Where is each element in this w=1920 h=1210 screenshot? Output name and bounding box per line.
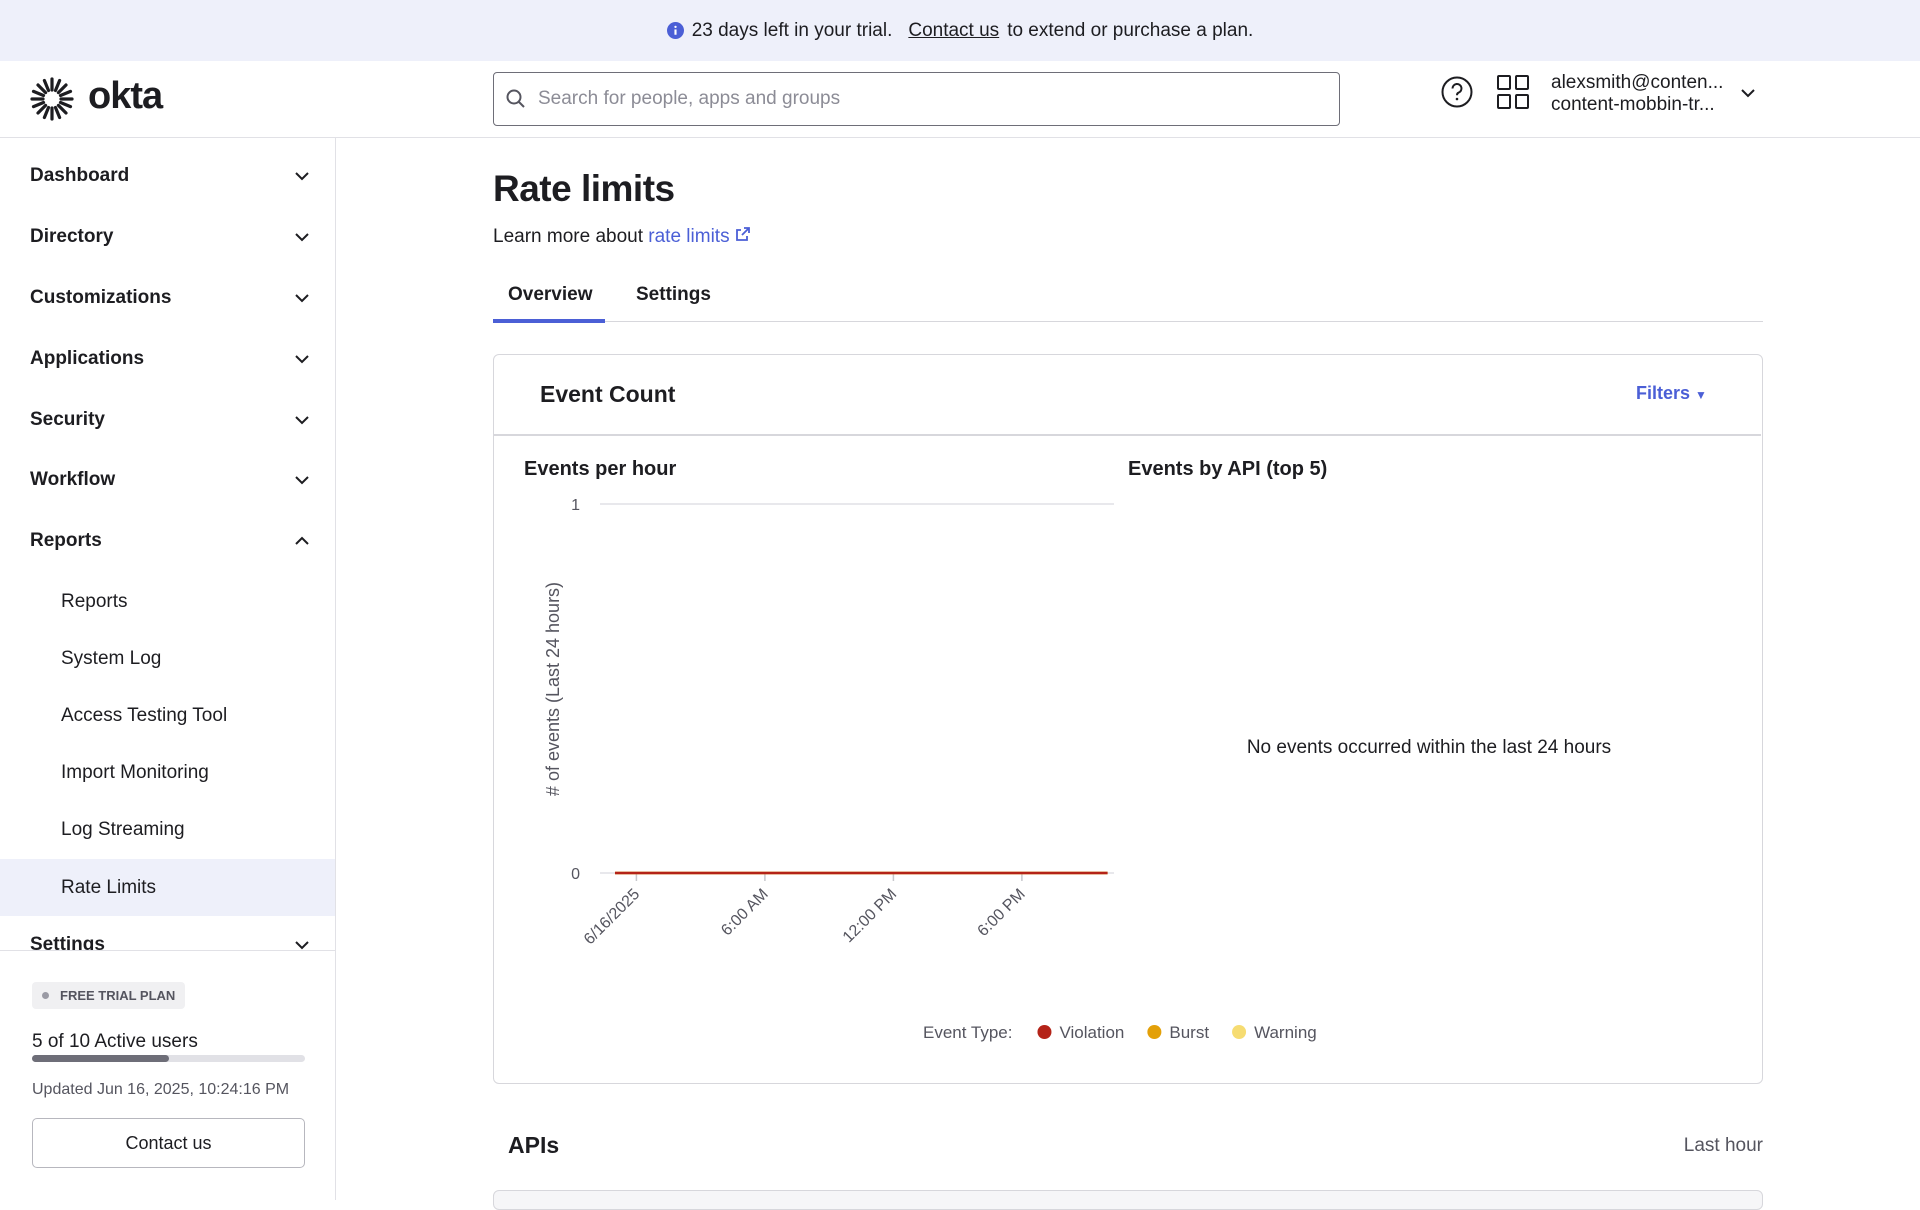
nav-section-label: Applications bbox=[30, 348, 145, 369]
nav-section-label: Reports bbox=[30, 530, 102, 551]
nav-item[interactable]: System Log bbox=[61, 647, 162, 669]
nav-section[interactable]: Customizations bbox=[30, 283, 310, 313]
y-axis-label: # of events (Last 24 hours) bbox=[543, 582, 563, 796]
tabs-divider bbox=[493, 321, 1763, 322]
chevron bbox=[295, 941, 309, 950]
nav-section[interactable]: Security bbox=[30, 405, 310, 435]
x-tick-label: 6/16/2025 bbox=[581, 886, 643, 948]
contact-button[interactable]: Contact us bbox=[32, 1118, 305, 1168]
search-icon bbox=[506, 89, 525, 108]
nav-section[interactable]: Applications bbox=[30, 344, 310, 374]
sidebar: Dashboard Directory Customizations Applicat… bbox=[0, 138, 336, 1200]
card-title: Event Count bbox=[540, 381, 676, 407]
nav-section[interactable]: Workflow bbox=[30, 465, 310, 495]
logo-text: okta bbox=[88, 75, 163, 117]
empty-message: No events occurred within the last 24 ho… bbox=[1247, 737, 1611, 758]
legend-label: Warning bbox=[1254, 1023, 1317, 1042]
org-name: content-mobbin-tr... bbox=[1551, 94, 1715, 115]
trial-badge: FREE TRIAL PLAN bbox=[32, 982, 186, 1009]
nav-section-label: Dashboard bbox=[30, 165, 130, 186]
chevron bbox=[295, 294, 309, 303]
x-tick-label: 6:00 PM bbox=[975, 886, 1029, 940]
tab[interactable]: Settings bbox=[636, 284, 711, 305]
help-icon[interactable] bbox=[1440, 75, 1474, 109]
chevron bbox=[295, 355, 309, 364]
learn-more: Learn more about rate limits bbox=[493, 226, 751, 248]
legend-label: Burst bbox=[1169, 1023, 1209, 1042]
legend-label: Violation bbox=[1059, 1023, 1124, 1042]
tab-underline bbox=[493, 319, 605, 323]
nav-item[interactable]: Reports bbox=[61, 590, 128, 612]
nav-section-label: Workflow bbox=[30, 469, 116, 490]
banner-text: 23 days left in your trial. bbox=[691, 19, 893, 41]
chevron bbox=[295, 536, 309, 545]
search-box[interactable]: Search for people, apps and groups bbox=[493, 72, 1340, 126]
updated-text: Updated Jun 16, 2025, 10:24:16 PM bbox=[32, 1081, 290, 1098]
user-email: alexsmith@conten... bbox=[1551, 72, 1724, 93]
header: okta alexsmith@conten... content-mobbin-… bbox=[0, 61, 1920, 138]
x-tick-label: 12:00 PM bbox=[840, 886, 900, 946]
y-tick-label: 1 bbox=[571, 497, 580, 514]
user-chevron[interactable] bbox=[1740, 87, 1756, 99]
nav-item[interactable]: Rate Limits bbox=[0, 859, 335, 916]
legend-swatch bbox=[1037, 1025, 1052, 1039]
filters-button[interactable]: Filters ▼ bbox=[1636, 383, 1707, 403]
x-tick-label: 6:00 AM bbox=[718, 886, 772, 940]
nav-item[interactable]: Access Testing Tool bbox=[61, 704, 228, 726]
chevron bbox=[295, 172, 309, 181]
apis-range[interactable]: Last hour bbox=[1683, 1135, 1763, 1156]
nav-section-label: Security bbox=[30, 409, 105, 430]
nav-section[interactable]: Reports bbox=[30, 526, 310, 556]
search-placeholder: Search for people, apps and groups bbox=[538, 88, 841, 109]
chevron bbox=[295, 416, 309, 425]
nav-item[interactable]: Log Streaming bbox=[61, 819, 185, 841]
tab[interactable]: Overview bbox=[508, 284, 593, 305]
users-progress bbox=[32, 1055, 305, 1062]
chart-title: Events per hour bbox=[524, 458, 676, 480]
nav-section-label: Directory bbox=[30, 226, 114, 247]
event-card bbox=[493, 354, 1763, 1084]
user-menu[interactable]: alexsmith@conten... content-mobbin-tr... bbox=[1551, 72, 1723, 116]
info-icon bbox=[666, 22, 684, 39]
nav-section-label: Customizations bbox=[30, 287, 172, 308]
active-users: 5 of 10 Active users bbox=[32, 1031, 198, 1052]
external-icon bbox=[735, 227, 750, 241]
banner-link[interactable]: Contact us bbox=[908, 19, 1000, 41]
learn-more-link[interactable]: rate limits bbox=[648, 226, 730, 247]
filters-label: Filters bbox=[1636, 383, 1691, 403]
chevron bbox=[295, 233, 309, 242]
trial-banner: 23 days left in your trial. Contact us t… bbox=[0, 0, 1920, 61]
banner-suffix: to extend or purchase a plan. bbox=[1007, 19, 1254, 41]
nav-section[interactable]: Directory bbox=[30, 222, 310, 252]
chevron bbox=[295, 476, 309, 485]
nav-item[interactable]: Import Monitoring bbox=[61, 762, 209, 784]
learn-more-text: Learn more about bbox=[493, 226, 643, 247]
nav-section[interactable]: Dashboard bbox=[30, 161, 310, 191]
logo-mark bbox=[30, 77, 74, 121]
apps-icon[interactable] bbox=[1497, 75, 1529, 109]
legend-title: Event Type: bbox=[923, 1023, 1012, 1042]
legend-swatch bbox=[1147, 1025, 1162, 1039]
y-tick-label: 0 bbox=[571, 866, 580, 883]
apis-title: APIs bbox=[508, 1132, 560, 1158]
legend-swatch bbox=[1232, 1025, 1247, 1039]
page-title: Rate limits bbox=[493, 168, 675, 209]
card-divider bbox=[494, 434, 1761, 436]
nav-section-label: Settings bbox=[30, 934, 105, 955]
nav-section[interactable]: Settings bbox=[30, 930, 310, 960]
users-progress-fill bbox=[32, 1055, 169, 1062]
chart-title: Events by API (top 5) bbox=[1128, 458, 1327, 480]
